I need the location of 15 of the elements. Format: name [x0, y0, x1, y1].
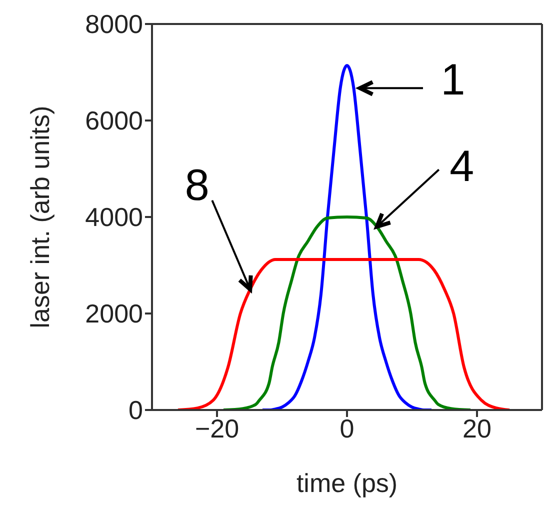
x-axis-title: time (ps) [296, 468, 398, 498]
annotation: 4 [450, 142, 474, 192]
y-tick-label: 8000 [85, 9, 143, 40]
line-series [222, 216, 472, 410]
x-tick-label: 20 [462, 413, 492, 444]
y-tick-label: 2000 [85, 298, 143, 329]
y-tick-label: 6000 [85, 106, 143, 136]
x-tick-label: 0 [340, 413, 354, 444]
line-series [261, 64, 433, 410]
y-axis-title: laser int. (arb units) [25, 106, 56, 328]
annotation: 1 [440, 56, 466, 105]
line-series [176, 258, 511, 410]
x-tick-label: −20 [194, 413, 240, 444]
annotation: 8 [184, 160, 210, 210]
y-tick-label: 4000 [85, 202, 143, 232]
